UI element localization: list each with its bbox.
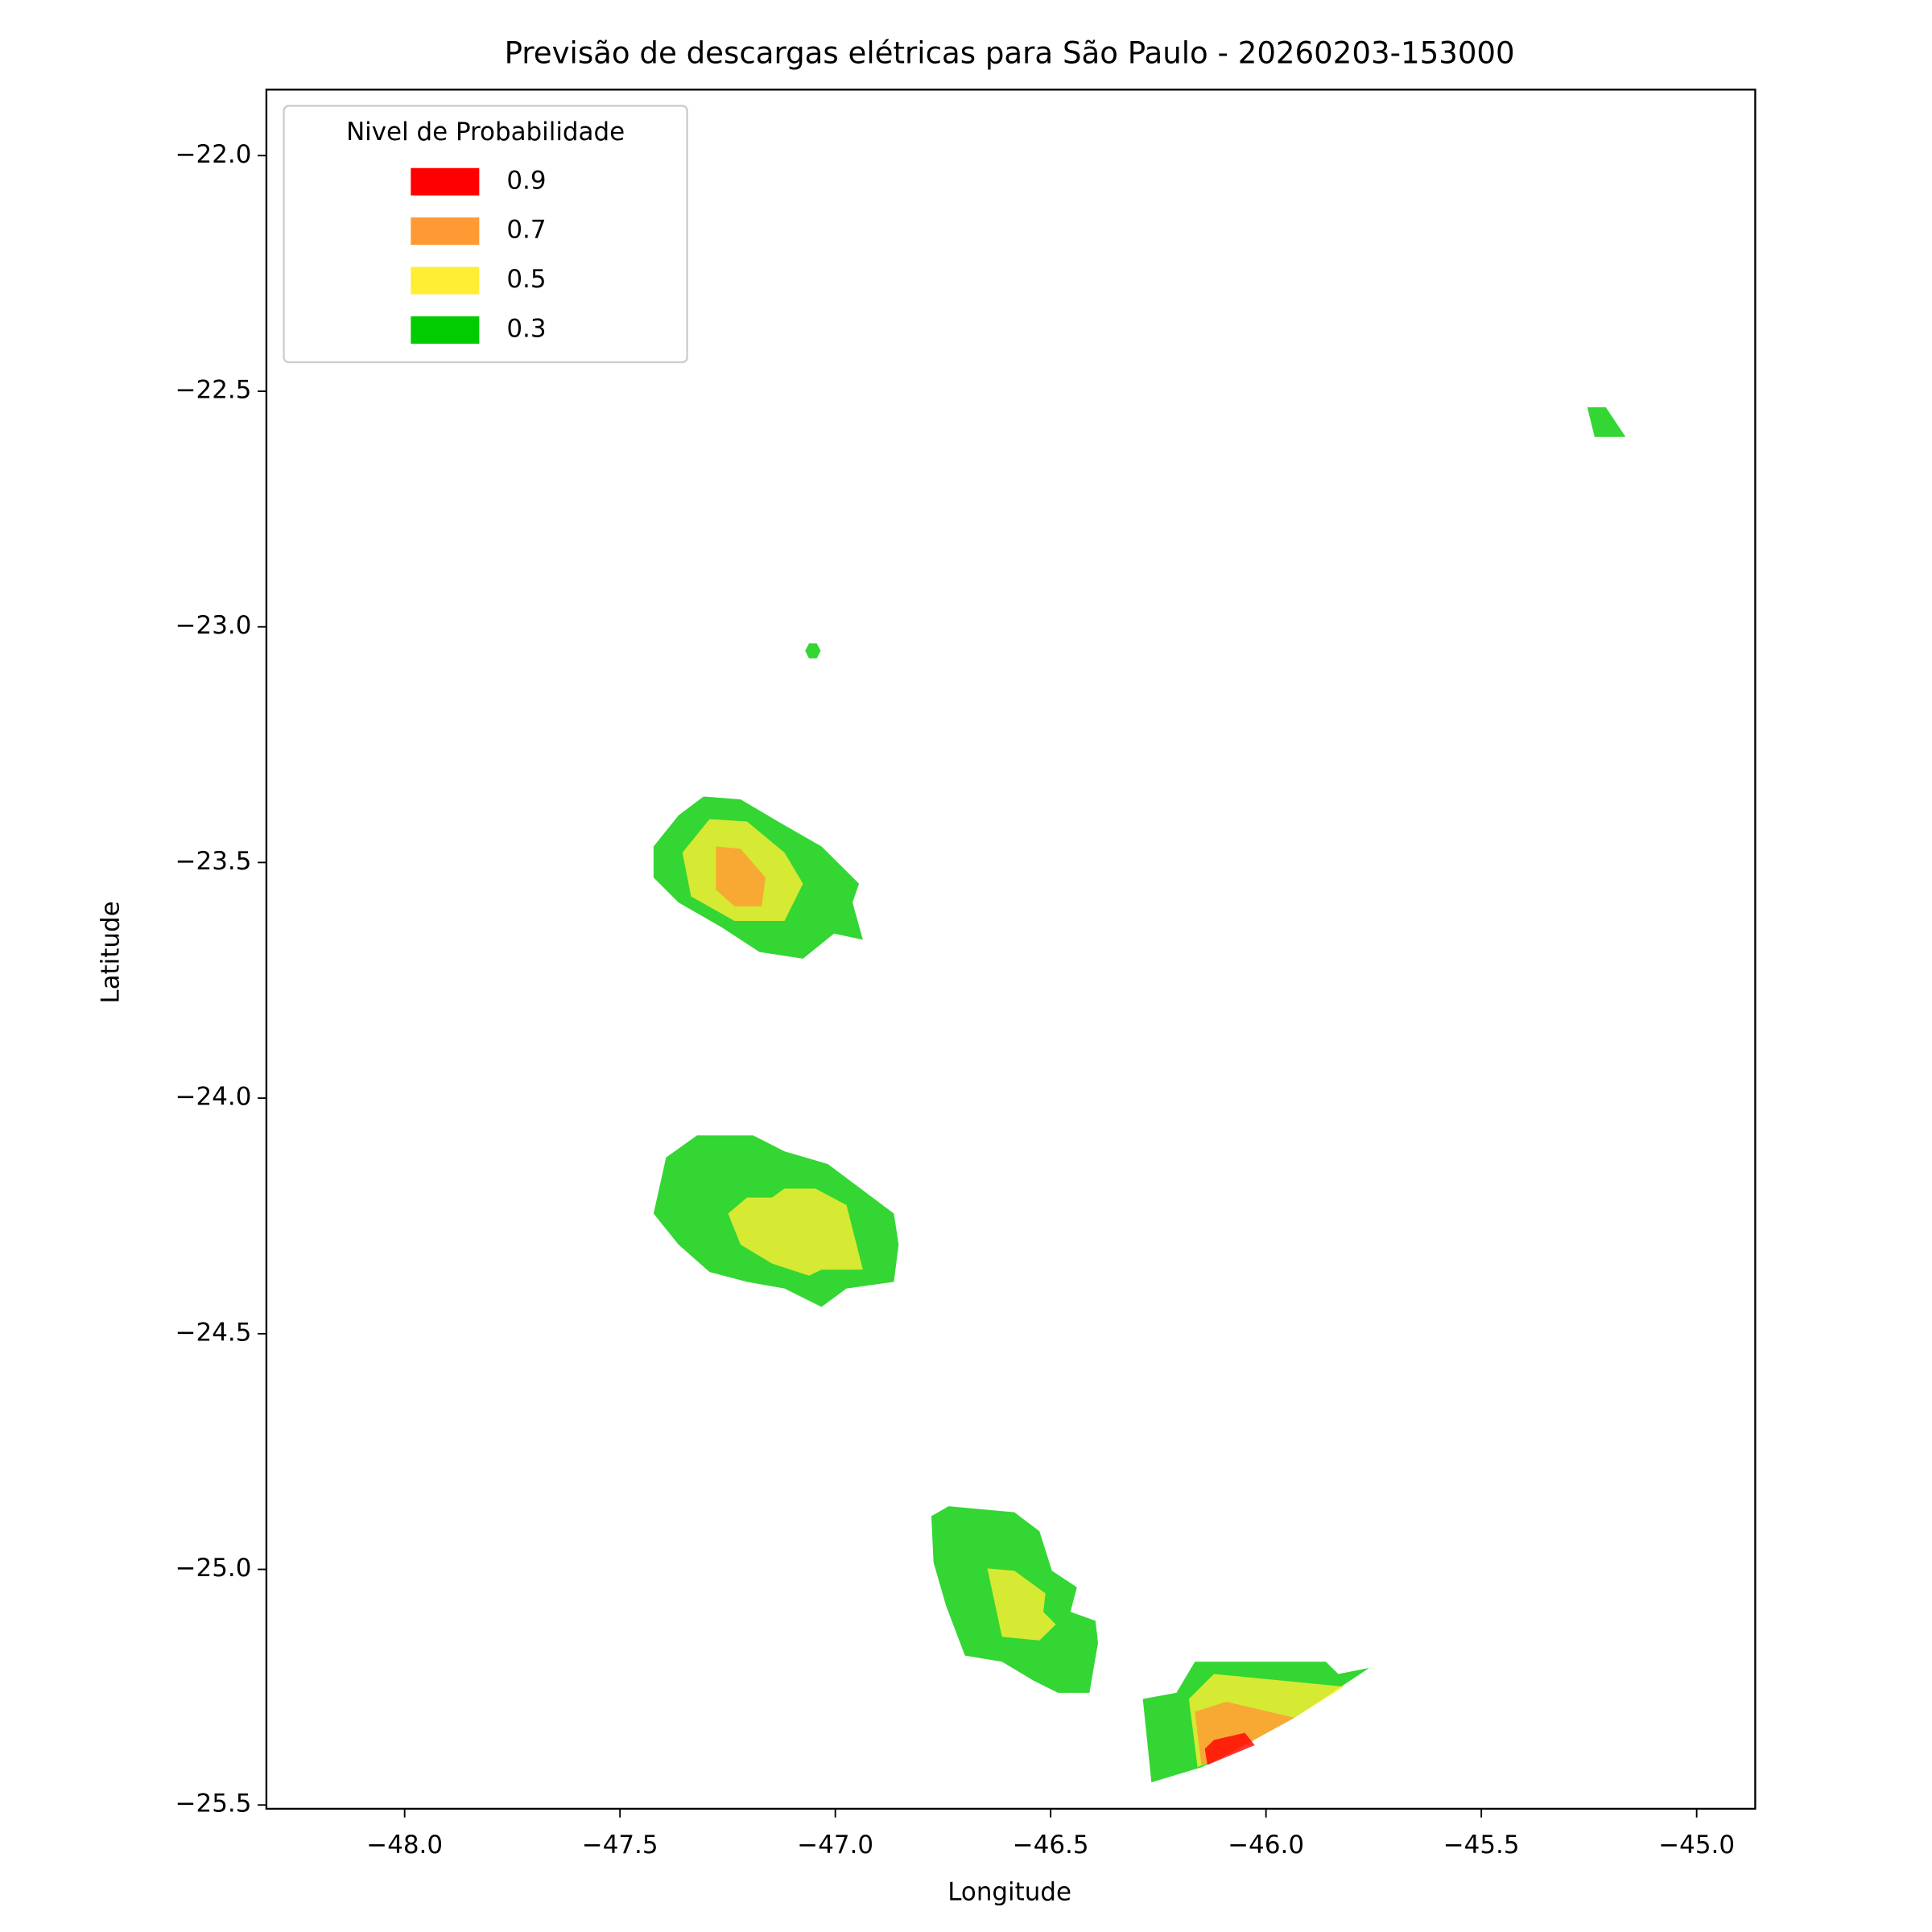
y-tick-label: −22.5 <box>175 376 252 405</box>
x-tick-label: −48.0 <box>366 1831 443 1860</box>
contour-region <box>1587 407 1626 437</box>
y-tick-label: −25.5 <box>175 1790 252 1818</box>
y-tick-label: −23.0 <box>175 611 252 640</box>
y-tick-label: −25.0 <box>175 1554 252 1583</box>
axes-frame <box>265 89 1757 1810</box>
legend-swatch <box>411 167 480 196</box>
y-axis-label: Latitude <box>97 901 126 1003</box>
chart-title: Previsão de descargas elétricas para São… <box>505 36 1515 71</box>
x-tick-label: −45.0 <box>1658 1831 1735 1860</box>
legend-box <box>283 105 688 364</box>
contour-region <box>716 846 766 906</box>
legend: Nivel de Probabilidade 0.9 0.7 0.5 0.3 <box>283 105 688 364</box>
y-tick-label: −24.5 <box>175 1318 252 1347</box>
legend-title: Nivel de Probabilidade <box>346 118 625 147</box>
legend-label: 0.5 <box>506 265 546 294</box>
legend-swatch <box>411 217 480 246</box>
plot-area <box>653 407 1626 1783</box>
legend-label: 0.7 <box>506 216 546 245</box>
x-tick-label: −47.5 <box>582 1831 658 1860</box>
contour-region <box>1204 1732 1255 1765</box>
x-axis-label: Longitude <box>947 1878 1071 1907</box>
y-tick-label: −22.0 <box>175 140 252 169</box>
x-tick-label: −46.0 <box>1228 1831 1304 1860</box>
contour-region <box>728 1188 863 1276</box>
y-tick-label: −24.0 <box>175 1083 252 1112</box>
y-tick-label: −23.5 <box>175 847 252 876</box>
legend-label: 0.9 <box>506 166 546 195</box>
contour-region <box>987 1568 1056 1641</box>
legend-label: 0.3 <box>506 314 546 343</box>
legend-swatch <box>411 316 480 344</box>
contour-region <box>805 643 821 658</box>
x-tick-label: −47.0 <box>797 1831 873 1860</box>
x-tick-label: −46.5 <box>1013 1831 1089 1860</box>
x-tick-label: −45.5 <box>1443 1831 1520 1860</box>
legend-swatch <box>411 266 480 295</box>
